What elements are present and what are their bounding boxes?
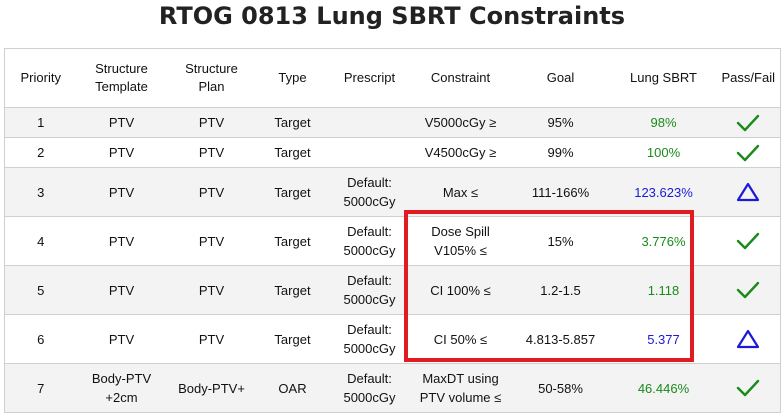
table-row[interactable]: 6 PTV PTV Target Default: 5000cGy CI 50% ≤4.81… [4, 314, 781, 364]
cell-goal: 4.813-5.857 [510, 314, 611, 364]
cell-priority: 7 [4, 363, 77, 413]
checkmark-icon [736, 114, 760, 131]
cell-type: Target [256, 216, 329, 266]
cell-type: Target [256, 167, 329, 217]
cell-structure-plan: PTV [166, 137, 257, 168]
cell-priority: 5 [4, 265, 77, 315]
table-row[interactable]: 3 PTV PTV Target Default: 5000cGy Max ≤111-166… [4, 167, 781, 217]
table-row[interactable]: 7 Body-PTV +2cm Body-PTV+ OAR Default: 5000cGy… [4, 363, 781, 413]
cell-structure-template: PTV [76, 314, 167, 364]
warning-triangle-icon [736, 330, 760, 349]
cell-priority: 4 [4, 216, 77, 266]
cell-structure-plan: PTV [166, 216, 257, 266]
cell-priority: 1 [4, 107, 77, 138]
column-header-prescript[interactable]: Prescript [328, 48, 411, 108]
cell-constraint: CI 100% ≤ [410, 265, 511, 315]
cell-prescript: Default: 5000cGy [328, 167, 411, 217]
table-row[interactable]: 4 PTV PTV Target Default: 5000cGy Dose Spill V1… [4, 216, 781, 266]
cell-structure-template: Body-PTV +2cm [76, 363, 167, 413]
cell-structure-template: PTV [76, 137, 167, 168]
cell-lung-sbrt-value: 1.118 [610, 265, 717, 315]
column-header-priority[interactable]: Priority [4, 48, 77, 108]
cell-pass-fail [716, 137, 781, 168]
cell-type: Target [256, 107, 329, 138]
cell-pass-fail [716, 216, 781, 266]
cell-goal: 111-166% [510, 167, 611, 217]
page-title: RTOG 0813 Lung SBRT Constraints [158, 2, 626, 30]
cell-prescript [328, 137, 411, 168]
cell-lung-sbrt-value: 46.446% [610, 363, 717, 413]
table-row[interactable]: 5 PTV PTV Target Default: 5000cGy CI 100% ≤1.2… [4, 265, 781, 315]
cell-priority: 3 [4, 167, 77, 217]
checkmark-icon [736, 233, 760, 250]
warning-triangle-icon [736, 183, 760, 202]
cell-goal: 99% [510, 137, 611, 168]
cell-type: Target [256, 265, 329, 315]
cell-priority: 6 [4, 314, 77, 364]
cell-type: Target [256, 314, 329, 364]
cell-goal: 95% [510, 107, 611, 138]
cell-type: Target [256, 137, 329, 168]
cell-constraint: V4500cGy ≥ [410, 137, 511, 168]
checkmark-icon [736, 380, 760, 397]
cell-pass-fail [716, 107, 781, 138]
cell-prescript: Default: 5000cGy [328, 216, 411, 266]
cell-lung-sbrt-value: 100% [610, 137, 717, 168]
cell-pass-fail [716, 363, 781, 413]
cell-prescript [328, 107, 411, 138]
cell-structure-template: PTV [76, 265, 167, 315]
cell-constraint: Max ≤ [410, 167, 511, 217]
checkmark-icon [736, 282, 760, 299]
cell-constraint: Dose Spill V105% ≤ [410, 216, 511, 266]
table-row[interactable]: 2 PTV PTV Target V4500cGy ≥99% 100% [4, 137, 781, 168]
cell-goal: 15% [510, 216, 611, 266]
cell-prescript: Default: 5000cGy [328, 314, 411, 364]
cell-structure-plan: PTV [166, 314, 257, 364]
cell-structure-template: PTV [76, 167, 167, 217]
cell-structure-plan: PTV [166, 167, 257, 217]
cell-constraint: CI 50% ≤ [410, 314, 511, 364]
cell-pass-fail [716, 265, 781, 315]
cell-structure-plan: Body-PTV+ [166, 363, 257, 413]
constraints-table: Priority Structure Template Structure Pl… [4, 48, 781, 413]
cell-lung-sbrt-value: 5.377 [610, 314, 717, 364]
cell-lung-sbrt-value: 98% [610, 107, 717, 138]
column-header-structure-template[interactable]: Structure Template [76, 48, 167, 108]
cell-pass-fail [716, 314, 781, 364]
header-row: Priority Structure Template Structure Pl… [4, 48, 781, 108]
table-row[interactable]: 1 PTV PTV Target V5000cGy ≥95% 98% [4, 107, 781, 138]
column-header-constraint[interactable]: Constraint [410, 48, 511, 108]
column-header-structure-plan[interactable]: Structure Plan [166, 48, 257, 108]
cell-constraint: MaxDT using PTV volume ≤ [410, 363, 511, 413]
cell-goal: 1.2-1.5 [510, 265, 611, 315]
column-header-type[interactable]: Type [256, 48, 329, 108]
cell-structure-plan: PTV [166, 265, 257, 315]
cell-priority: 2 [4, 137, 77, 168]
cell-pass-fail [716, 167, 781, 217]
cell-goal: 50-58% [510, 363, 611, 413]
cell-lung-sbrt-value: 3.776% [610, 216, 717, 266]
cell-structure-template: PTV [76, 107, 167, 138]
cell-prescript: Default: 5000cGy [328, 265, 411, 315]
cell-constraint: V5000cGy ≥ [410, 107, 511, 138]
cell-structure-template: PTV [76, 216, 167, 266]
checkmark-icon [736, 144, 760, 161]
cell-lung-sbrt-value: 123.623% [610, 167, 717, 217]
column-header-pass-fail[interactable]: Pass/Fail [716, 48, 781, 108]
cell-type: OAR [256, 363, 329, 413]
cell-prescript: Default: 5000cGy [328, 363, 411, 413]
cell-structure-plan: PTV [166, 107, 257, 138]
column-header-goal[interactable]: Goal [510, 48, 611, 108]
column-header-lung-sbrt[interactable]: Lung SBRT [610, 48, 717, 108]
